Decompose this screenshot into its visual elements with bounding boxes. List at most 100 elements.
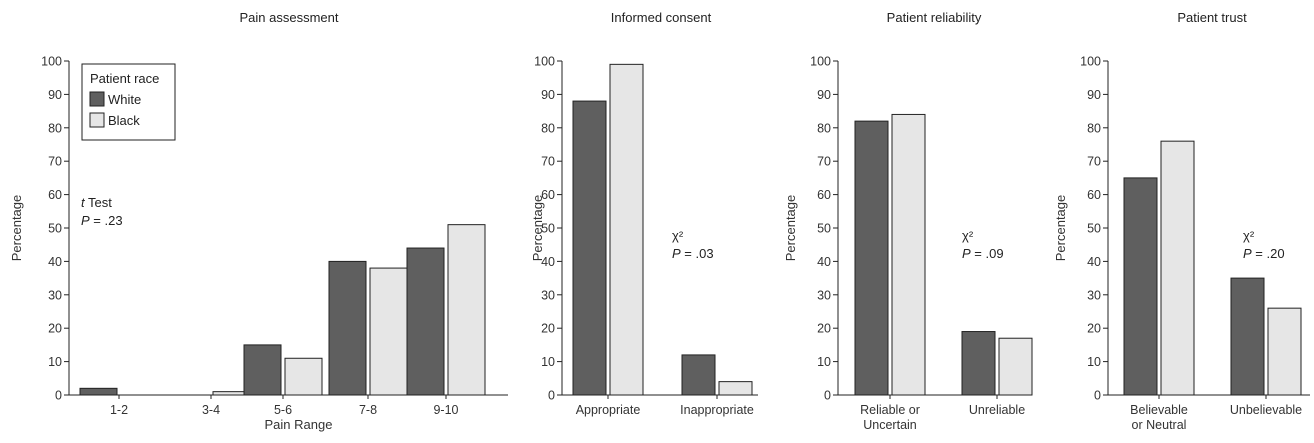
y-tick-label: 80 (48, 121, 62, 135)
p-value-italic: P (962, 246, 971, 261)
x-tick-label: 3-4 (202, 403, 220, 417)
y-tick-label: 60 (817, 188, 831, 202)
x-tick-label: Unbelievable (1230, 403, 1302, 417)
y-axis-label: Percentage (1053, 195, 1068, 262)
bar-black-2 (998, 337, 1033, 396)
p-value-label: P = .09 (962, 246, 1004, 261)
y-tick-label: 50 (541, 222, 555, 236)
legend-label-black: Black (108, 113, 140, 128)
x-tick-label: 7-8 (359, 403, 377, 417)
y-tick-label: 80 (1087, 121, 1101, 135)
bar-white-2 (681, 354, 716, 396)
y-tick-label: 30 (48, 288, 62, 302)
y-tick-label: 50 (817, 222, 831, 236)
bar-white-1 (1123, 177, 1158, 396)
y-tick-label: 0 (1094, 389, 1101, 403)
bar-black-1 (609, 63, 644, 396)
y-tick-label: 70 (1087, 155, 1101, 169)
stat-test-label: χ² (1243, 228, 1255, 243)
bar-white-5 (406, 247, 445, 396)
bar-black-1 (891, 113, 926, 396)
stat-test-label: χ² (672, 228, 684, 243)
bar-white-2 (961, 331, 996, 396)
y-tick-label: 10 (541, 355, 555, 369)
x-tick-label: Inappropriate (680, 403, 754, 417)
legend-title: Patient race (90, 71, 159, 86)
bar-white-1 (79, 387, 118, 396)
y-tick-label: 90 (1087, 88, 1101, 102)
p-value-italic: P (672, 246, 681, 261)
y-tick-label: 50 (1087, 222, 1101, 236)
bar-white-3 (243, 344, 282, 396)
y-tick-label: 40 (48, 255, 62, 269)
y-axis-label: Percentage (9, 195, 24, 262)
bar-white-2 (1230, 277, 1265, 396)
y-tick-label: 10 (1087, 355, 1101, 369)
legend: Patient race White Black (81, 63, 176, 141)
stat-test-text: χ² (962, 228, 974, 243)
stat-test-text: χ² (672, 228, 684, 243)
chart-title: Pain assessment (240, 10, 339, 25)
p-value-italic: P (81, 213, 90, 228)
stat-test-text: Test (85, 195, 113, 210)
y-tick-label: 40 (817, 255, 831, 269)
y-tick-label: 20 (541, 322, 555, 336)
x-tick-label: Appropriate (576, 403, 641, 417)
x-tick-label: Uncertain (863, 418, 917, 432)
x-axis-label: Pain Range (265, 417, 333, 432)
y-tick-label: 30 (541, 288, 555, 302)
y-tick-label: 40 (541, 255, 555, 269)
legend-label-white: White (108, 92, 141, 107)
x-tick-label: 1-2 (110, 403, 128, 417)
stat-test-italic: t (81, 195, 86, 210)
chart-panel-2: Informed consent Percentage 0 10 20 30 40 50 60 7… (530, 10, 758, 417)
legend-swatch-black (89, 112, 105, 128)
y-tick-label: 70 (817, 155, 831, 169)
y-axis-label: Percentage (530, 195, 545, 262)
y-tick-label: 20 (48, 322, 62, 336)
bar-white-1 (572, 100, 607, 396)
chart-panel-4: Patient trust Percentage 0 10 20 30 40 50 60 70 80… (1053, 10, 1310, 432)
y-tick-label: 90 (541, 88, 555, 102)
p-value-label: P = .23 (81, 213, 123, 228)
bar-black-2 (718, 381, 753, 396)
x-tick-label: Believable (1130, 403, 1188, 417)
y-tick-label: 60 (48, 188, 62, 202)
y-tick-label: 90 (48, 88, 62, 102)
stat-test-label: t Test (81, 195, 112, 210)
y-tick-label: 100 (534, 55, 555, 69)
chart-title: Patient trust (1177, 10, 1247, 25)
x-tick-label: 5-6 (274, 403, 292, 417)
p-value-text: = .09 (971, 246, 1004, 261)
y-tick-label: 40 (1087, 255, 1101, 269)
p-value-label: P = .03 (672, 246, 714, 261)
y-tick-label: 30 (1087, 288, 1101, 302)
bar-black-1 (1160, 140, 1195, 396)
y-axis-label: Percentage (783, 195, 798, 262)
x-tick-label: 9-10 (433, 403, 458, 417)
y-tick-label: 10 (817, 355, 831, 369)
y-tick-label: 100 (1080, 55, 1101, 69)
y-tick-label: 70 (541, 155, 555, 169)
y-tick-label: 80 (817, 121, 831, 135)
y-tick-label: 60 (541, 188, 555, 202)
stat-test-text: χ² (1243, 228, 1255, 243)
y-tick-label: 60 (1087, 188, 1101, 202)
p-value-text: = .20 (1252, 246, 1285, 261)
y-tick-label: 50 (48, 222, 62, 236)
legend-swatch-white (89, 91, 105, 107)
y-tick-label: 100 (41, 55, 62, 69)
stat-test-label: χ² (962, 228, 974, 243)
y-tick-label: 20 (817, 322, 831, 336)
bar-black-5 (447, 224, 486, 396)
y-tick-label: 0 (55, 389, 62, 403)
x-tick-label: Reliable or (860, 403, 920, 417)
y-tick-label: 30 (817, 288, 831, 302)
bar-black-3 (284, 357, 323, 396)
p-value-label: P = .20 (1243, 246, 1285, 261)
y-tick-label: 100 (810, 55, 831, 69)
bar-white-4 (328, 260, 367, 396)
y-tick-label: 90 (817, 88, 831, 102)
